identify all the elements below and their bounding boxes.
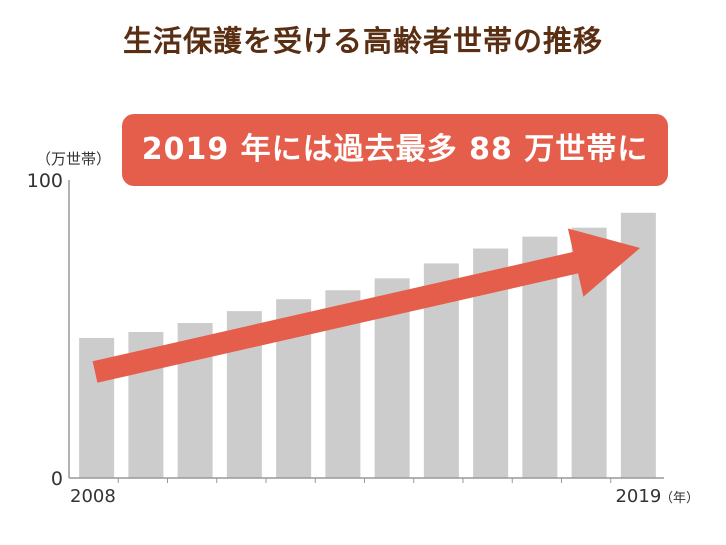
y-tick-label-100: 100 [27,170,63,192]
x-axis-unit: （年） [660,491,700,506]
y-axis-unit: （万世帯） [36,150,112,168]
callout-banner: 2019 年には過去最多 88 万世帯に [122,114,668,186]
chart-title: 生活保護を受ける高齢者世帯の推移 [122,24,603,58]
x-tick-label-2008: 2008 [70,486,116,507]
trend-arrow [92,228,641,383]
x-tick-label-2019: 2019 [615,486,661,507]
y-tick-label-0: 0 [51,468,63,490]
